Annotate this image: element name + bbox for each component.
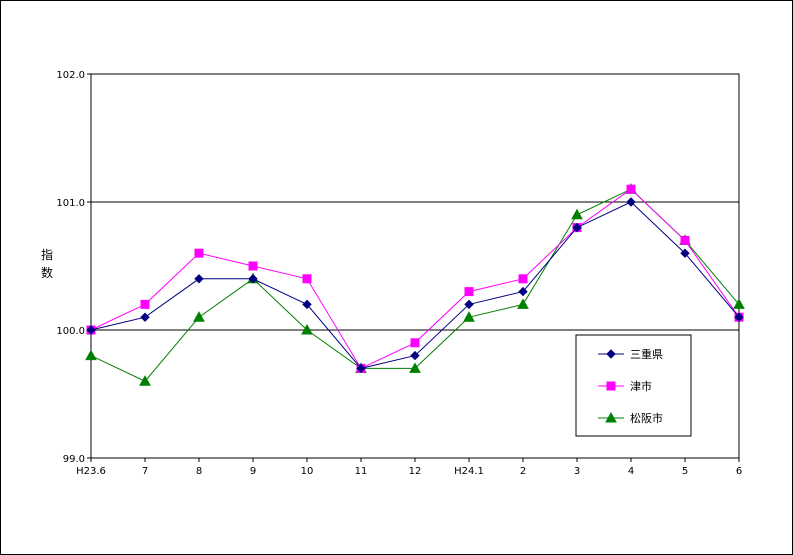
x-tick-label: 7 [142, 466, 148, 477]
data-point [194, 248, 204, 258]
legend-item: 津市 [598, 379, 652, 393]
series-group [85, 183, 745, 386]
data-point [464, 287, 474, 297]
legend-box [575, 334, 692, 437]
data-point [140, 299, 150, 309]
y-axis-ticks: 99.0 100.0 101.0 102.0 [56, 70, 91, 465]
y-tick-label: 101.0 [56, 198, 85, 209]
data-point [626, 197, 636, 207]
x-tick-label: 11 [355, 466, 368, 477]
x-tick-label: 6 [736, 466, 742, 477]
data-point [193, 311, 205, 322]
y-axis-label-char: 数 [41, 265, 53, 280]
legend-label: 松阪市 [630, 411, 663, 425]
x-tick-label: 8 [196, 466, 202, 477]
data-point [463, 311, 475, 322]
data-point [571, 208, 583, 220]
data-point [410, 350, 420, 361]
x-tick-label: H24.1 [454, 466, 484, 477]
data-point [572, 222, 582, 233]
legend-item: 松阪市 [598, 411, 663, 425]
y-tick-label: 102.0 [56, 70, 85, 81]
series-diamond [86, 197, 744, 374]
legend-item: 三重県 [598, 347, 663, 361]
y-axis-label: 指数 [41, 247, 53, 280]
data-point [680, 235, 690, 245]
data-point [409, 362, 421, 373]
data-point [680, 248, 690, 258]
data-point [302, 299, 312, 310]
x-tick-label: H23.6 [76, 466, 106, 477]
data-point [194, 274, 204, 284]
x-tick-label: 10 [301, 466, 314, 477]
data-point [302, 274, 312, 284]
data-point [518, 274, 528, 284]
x-tick-label: 4 [628, 466, 634, 477]
x-tick-label: 5 [682, 466, 688, 477]
data-point [248, 261, 258, 271]
legend-marker [606, 349, 616, 359]
legend-marker [605, 411, 617, 423]
data-point [86, 325, 96, 335]
x-tick-label: 3 [574, 466, 580, 477]
x-axis-ticks: H23.6 7 8 9 10 11 12 H24.1 2 3 4 5 6 [76, 458, 742, 477]
legend-label: 三重県 [630, 347, 663, 361]
legend-marker [606, 381, 616, 391]
x-tick-label: 9 [250, 466, 256, 477]
data-point [518, 286, 528, 297]
legend-label: 津市 [630, 379, 652, 393]
y-axis-label-char: 指 [41, 247, 53, 262]
data-point [248, 274, 258, 284]
y-tick-label: 100.0 [56, 326, 85, 337]
data-point [140, 312, 150, 322]
y-tick-label: 99.0 [63, 454, 85, 465]
data-point [517, 298, 529, 309]
data-point [733, 298, 745, 309]
data-point [356, 363, 366, 374]
gridlines [91, 201, 739, 331]
data-point [85, 349, 97, 361]
data-point [301, 323, 313, 335]
data-point [410, 338, 420, 348]
data-point [464, 299, 474, 310]
data-point [734, 312, 744, 322]
x-tick-label: 2 [520, 466, 526, 477]
data-point [626, 184, 636, 194]
x-tick-label: 12 [409, 466, 422, 477]
data-point [139, 375, 151, 386]
